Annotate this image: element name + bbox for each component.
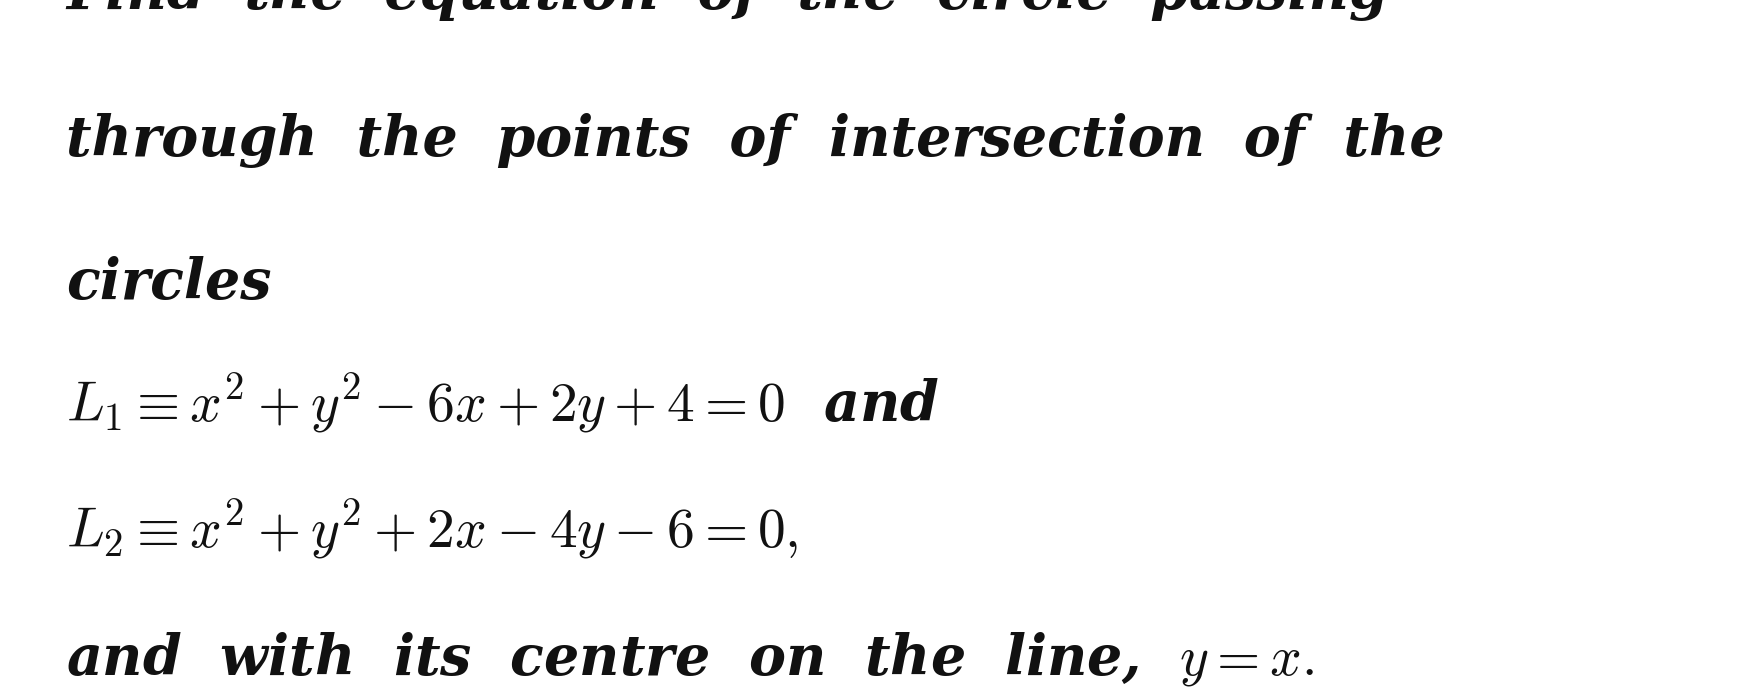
Text: circles: circles	[66, 255, 271, 311]
Text: $L_2 \equiv x^2 + y^2 + 2x - 4y - 6 = 0,$: $L_2 \equiv x^2 + y^2 + 2x - 4y - 6 = 0,…	[66, 498, 798, 562]
Text: Find  the  equation  of  the  circle  passing: Find the equation of the circle passing	[66, 0, 1389, 21]
Text: $L_1 \equiv x^2 + y^2 - 6x + 2y + 4 = 0$  and: $L_1 \equiv x^2 + y^2 - 6x + 2y + 4 = 0$…	[66, 372, 940, 436]
Text: through  the  points  of  intersection  of  the: through the points of intersection of th…	[66, 112, 1444, 168]
Text: and  with  its  centre  on  the  line,  $y = x.$: and with its centre on the line, $y = x.…	[66, 630, 1314, 688]
